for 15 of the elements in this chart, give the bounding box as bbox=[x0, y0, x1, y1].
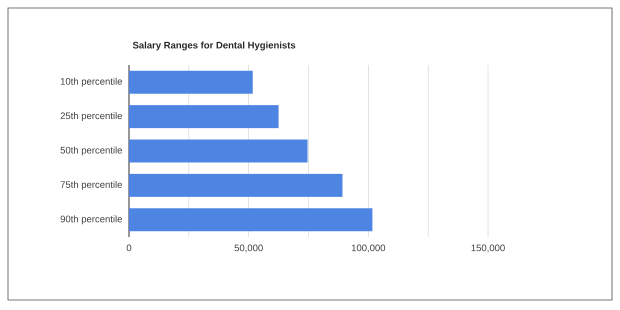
bar bbox=[129, 140, 308, 163]
y-tick-label: 75th percentile bbox=[60, 180, 122, 190]
x-tick-label: 150,000 bbox=[472, 244, 505, 252]
x-tick-label: 50,000 bbox=[234, 244, 263, 252]
bar bbox=[129, 70, 253, 94]
bar bbox=[129, 174, 342, 197]
chart-title: Salary Ranges for Dental Hygienists bbox=[132, 42, 296, 50]
y-tick-label: 50th percentile bbox=[60, 146, 122, 156]
bar bbox=[129, 208, 372, 232]
x-tick-label: 100,000 bbox=[352, 244, 386, 252]
x-tick-label: 0 bbox=[126, 244, 132, 252]
bar bbox=[129, 105, 279, 128]
y-tick-label: 25th percentile bbox=[60, 112, 122, 122]
y-tick-label: 90th percentile bbox=[60, 215, 122, 224]
y-tick-label: 10th percentile bbox=[60, 78, 122, 87]
